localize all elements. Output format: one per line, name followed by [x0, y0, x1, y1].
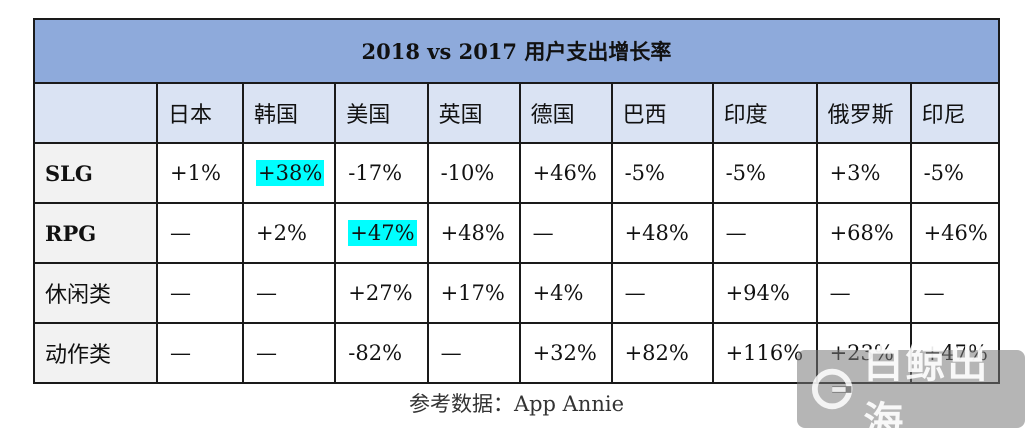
value-cell: -5% [711, 142, 818, 204]
value-cell: +48% [610, 202, 714, 264]
value-cell: +47% [334, 202, 429, 264]
value-cell: — [156, 202, 244, 264]
value-cell: +46% [518, 142, 613, 204]
col-header: 俄罗斯 [815, 82, 912, 144]
col-header: 巴西 [610, 82, 714, 144]
corner-cell [33, 82, 158, 144]
value-cell: +27% [334, 262, 429, 324]
value-cell: — [156, 322, 244, 384]
watermark-text: 白鲸出海 [863, 341, 990, 445]
value-cell: -5% [909, 142, 1000, 204]
row-label: 休闲类 [33, 262, 158, 324]
highlighted-value: +47% [348, 220, 417, 246]
value-cell: -17% [334, 142, 429, 204]
value-cell: — [815, 262, 912, 324]
value-cell: — [426, 322, 521, 384]
value-cell: -10% [426, 142, 521, 204]
value-cell: +1% [156, 142, 244, 204]
row-label: RPG [33, 202, 158, 264]
value-cell: — [711, 202, 818, 264]
whale-logo-icon [811, 368, 853, 410]
value-cell: — [156, 262, 244, 324]
row-label: SLG [33, 142, 158, 204]
value-cell: +94% [711, 262, 818, 324]
growth-table: 2018 vs 2017 用户支出增长率 日本 韩国 美国 英国 德国 巴西 印… [33, 18, 1000, 384]
value-cell: +2% [241, 202, 337, 264]
watermark: 白鲸出海 [797, 341, 1025, 445]
col-header: 英国 [426, 82, 521, 144]
value-cell: +32% [518, 322, 613, 384]
row-label: 动作类 [33, 322, 158, 384]
table-row: SLG +1% +38% -17% -10% +46% -5% -5% +3% … [33, 142, 1000, 204]
value-cell: +4% [518, 262, 613, 324]
col-header: 美国 [334, 82, 429, 144]
value-cell: +3% [815, 142, 912, 204]
col-header: 韩国 [241, 82, 337, 144]
source-note: 参考数据：App Annie [408, 392, 625, 416]
col-header: 印尼 [909, 82, 1000, 144]
value-cell: +38% [241, 142, 337, 204]
value-cell: — [610, 262, 714, 324]
value-cell: +48% [426, 202, 521, 264]
value-cell: -82% [334, 322, 429, 384]
value-cell: -5% [610, 142, 714, 204]
col-header: 德国 [518, 82, 613, 144]
col-header: 日本 [156, 82, 244, 144]
value-cell: +68% [815, 202, 912, 264]
value-cell: — [518, 202, 613, 264]
title-row: 2018 vs 2017 用户支出增长率 [33, 18, 1000, 84]
value-cell: +17% [426, 262, 521, 324]
value-cell: +46% [909, 202, 1000, 264]
value-cell: — [241, 262, 337, 324]
value-cell: +82% [610, 322, 714, 384]
value-cell: — [241, 322, 337, 384]
header-row: 日本 韩国 美国 英国 德国 巴西 印度 俄罗斯 印尼 [33, 82, 1000, 144]
value-cell: — [909, 262, 1000, 324]
table-row: 休闲类 — — +27% +17% +4% — +94% — — [33, 262, 1000, 324]
table-title: 2018 vs 2017 用户支出增长率 [33, 18, 1000, 84]
col-header: 印度 [711, 82, 818, 144]
highlighted-value: +38% [256, 160, 325, 186]
table-row: RPG — +2% +47% +48% — +48% — +68% +46% [33, 202, 1000, 264]
